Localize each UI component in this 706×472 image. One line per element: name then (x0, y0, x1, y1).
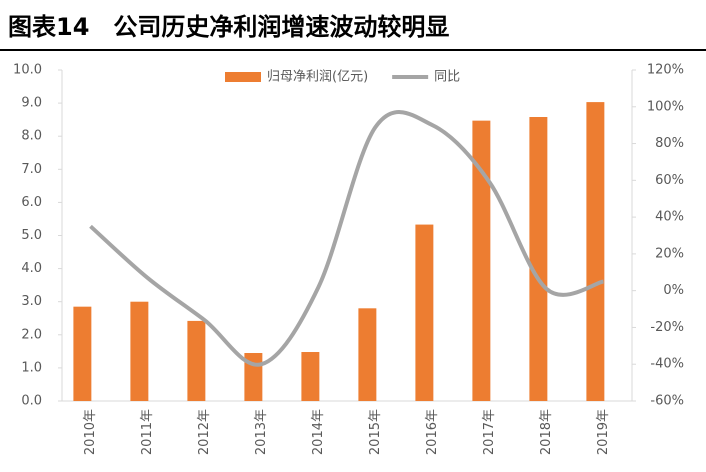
y-tick-label: 10.0 (13, 63, 42, 78)
x-tick-label: 2017年 (482, 409, 497, 455)
bar (415, 224, 434, 401)
bar (529, 117, 548, 401)
x-tick-label: 2015年 (368, 409, 383, 455)
bar (301, 352, 320, 401)
x-tick-label: 2012年 (197, 409, 212, 455)
x-tick-label: 2011年 (140, 409, 155, 455)
y-tick-label: 2.0 (21, 327, 42, 342)
x-tick-label: 2013年 (254, 409, 269, 455)
legend-label: 归母净利润(亿元) (267, 70, 368, 85)
bar (472, 120, 491, 401)
y2-tick-label: 40% (655, 210, 684, 225)
y-tick-label: 9.0 (21, 96, 42, 111)
y-tick-label: 8.0 (21, 129, 42, 144)
y2-tick-label: -20% (650, 320, 684, 335)
chart-title: 图表14 公司历史净利润增速波动较明显 (8, 13, 449, 41)
y-tick-label: 6.0 (21, 195, 42, 210)
y-tick-label: 4.0 (21, 261, 42, 276)
y2-tick-label: -60% (650, 394, 684, 409)
bar (586, 102, 605, 402)
x-tick-label: 2016年 (425, 409, 440, 455)
bar (130, 301, 149, 401)
y-tick-label: 7.0 (21, 162, 42, 177)
y2-tick-label: 120% (647, 63, 684, 78)
bar (358, 308, 377, 401)
y2-tick-label: 0% (663, 283, 684, 298)
x-tick-label: 2014年 (311, 409, 326, 455)
legend-label: 同比 (434, 70, 460, 85)
x-tick-label: 2019年 (596, 409, 611, 455)
y-tick-label: 5.0 (21, 228, 42, 243)
y2-tick-label: 100% (647, 99, 684, 114)
line (89, 110, 605, 367)
y2-tick-label: 20% (655, 246, 684, 261)
x-tick-label: 2010年 (83, 409, 98, 455)
y-tick-label: 1.0 (21, 360, 42, 375)
legend-swatch (225, 72, 261, 82)
bar (187, 320, 206, 401)
y-tick-label: 3.0 (21, 294, 42, 309)
y2-tick-label: 80% (655, 136, 684, 151)
y2-tick-label: -40% (650, 357, 684, 372)
y2-tick-label: 60% (655, 173, 684, 188)
bar (73, 306, 92, 401)
x-tick-label: 2018年 (539, 409, 554, 455)
y-tick-label: 0.0 (21, 394, 42, 409)
